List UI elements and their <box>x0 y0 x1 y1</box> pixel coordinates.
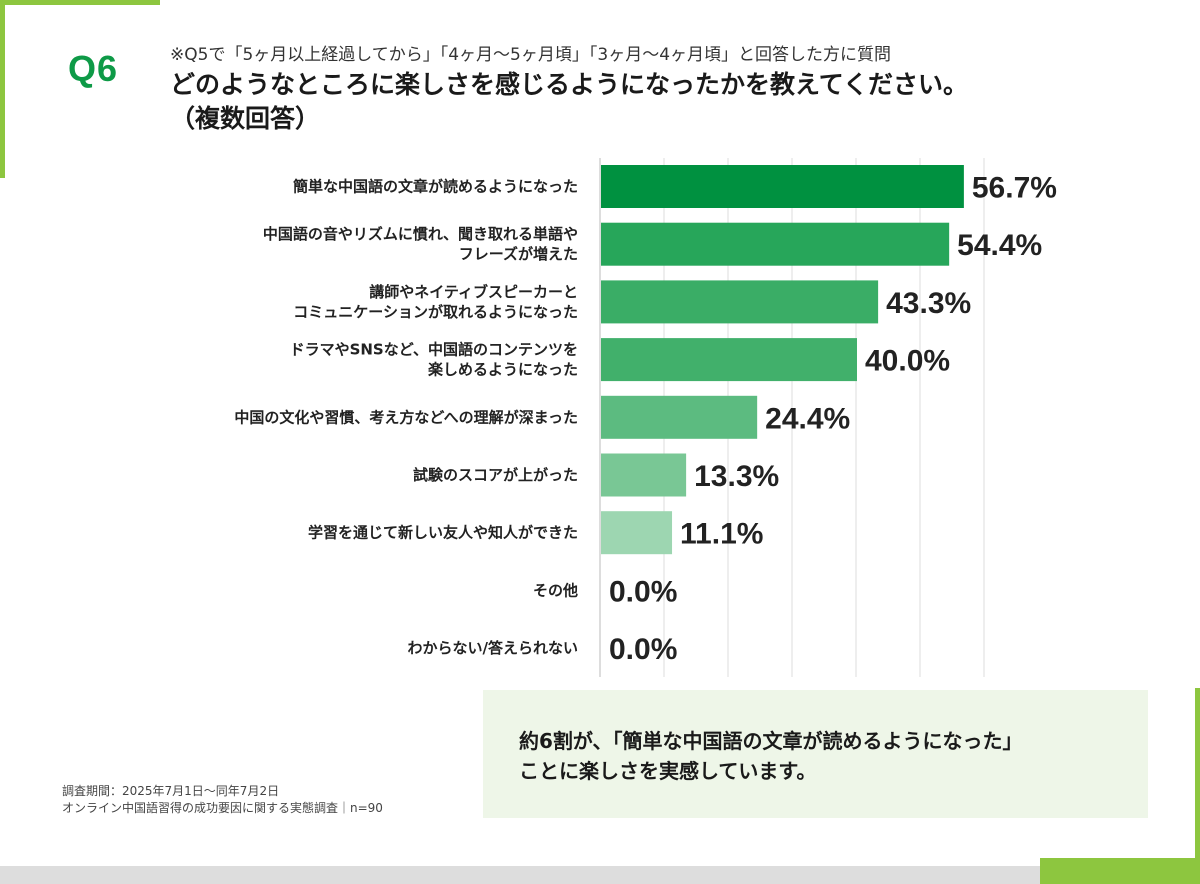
summary-text: 約6割が、「簡単な中国語の文章が読めるようになった」 ことに楽しさを実感していま… <box>519 726 1023 786</box>
category-label-9: わからない/答えられない <box>408 639 578 657</box>
left-accent-line <box>0 0 5 178</box>
page-title: どのようなところに楽しさを感じるようになったかを教えてください。 （複数回答） <box>170 68 968 136</box>
summary-callout: 約6割が、「簡単な中国語の文章が読めるようになった」 ことに楽しさを実感していま… <box>483 690 1148 818</box>
value-label-3: 43.3% <box>886 287 971 320</box>
value-label-6: 13.3% <box>694 460 779 493</box>
survey-footnote: 調査期間：2025年7月1日～同年7月2日 オンライン中国語習得の成功要因に関す… <box>62 783 383 817</box>
category-label-3: 講師やネイティブスピーカーとコミュニケーションが取れるようになった <box>293 283 578 321</box>
bar-chart: 簡単な中国語の文章が読めるようになった 56.7% 中国語の音やリズムに慣れ、聞き取… <box>234 158 1057 677</box>
summary-line-1: 約6割が、「簡単な中国語の文章が読めるようになった」 <box>519 729 1023 753</box>
category-label-8: その他 <box>533 581 578 599</box>
category-label-7: 学習を通じて新しい友人や知人ができた <box>308 524 578 542</box>
value-label-9: 0.0% <box>609 633 677 666</box>
question-note: ※Q5で「5ヶ月以上経過してから」「4ヶ月～5ヶ月頃」「3ヶ月～4ヶ月頃」と回答… <box>170 45 892 65</box>
category-label-6: 試験のスコアが上がった <box>413 466 578 484</box>
title-line-2: （複数回答） <box>170 104 321 133</box>
value-label-4: 40.0% <box>865 345 950 378</box>
bar-3 <box>601 280 879 324</box>
value-label-8: 0.0% <box>609 575 677 608</box>
bar-5 <box>601 395 758 439</box>
value-label-5: 24.4% <box>765 402 850 435</box>
right-accent-line <box>1195 688 1200 884</box>
bar-6 <box>601 453 687 497</box>
value-label-1: 56.7% <box>972 172 1057 205</box>
bottom-green-band <box>1040 858 1200 884</box>
value-label-2: 54.4% <box>957 229 1042 262</box>
category-label-4: ドラマやSNSなど、中国語のコンテンツを楽しめるようになった <box>290 341 578 379</box>
value-label-7: 11.1% <box>680 518 763 551</box>
question-badge: Q6 <box>68 48 119 89</box>
survey-period: 調査期間：2025年7月1日～同年7月2日 <box>62 784 280 798</box>
top-accent-line <box>0 0 160 5</box>
category-label-1: 簡単な中国語の文章が読めるようになった <box>293 178 578 196</box>
bottom-gray-band <box>0 866 1050 884</box>
bar-2 <box>601 222 950 266</box>
bar-7 <box>601 511 673 555</box>
bar-1 <box>601 165 964 208</box>
bar-4 <box>601 338 857 382</box>
category-label-5: 中国の文化や習慣、考え方などへの理解が深まった <box>234 408 578 426</box>
category-label-2: 中国語の音やリズムに慣れ、聞き取れる単語やフレーズが増えた <box>263 225 578 263</box>
summary-line-2: ことに楽しさを実感しています。 <box>519 759 817 783</box>
survey-source: オンライン中国語習得の成功要因に関する実態調査｜n=90 <box>62 801 383 815</box>
title-line-1: どのようなところに楽しさを感じるようになったかを教えてください。 <box>170 70 969 99</box>
